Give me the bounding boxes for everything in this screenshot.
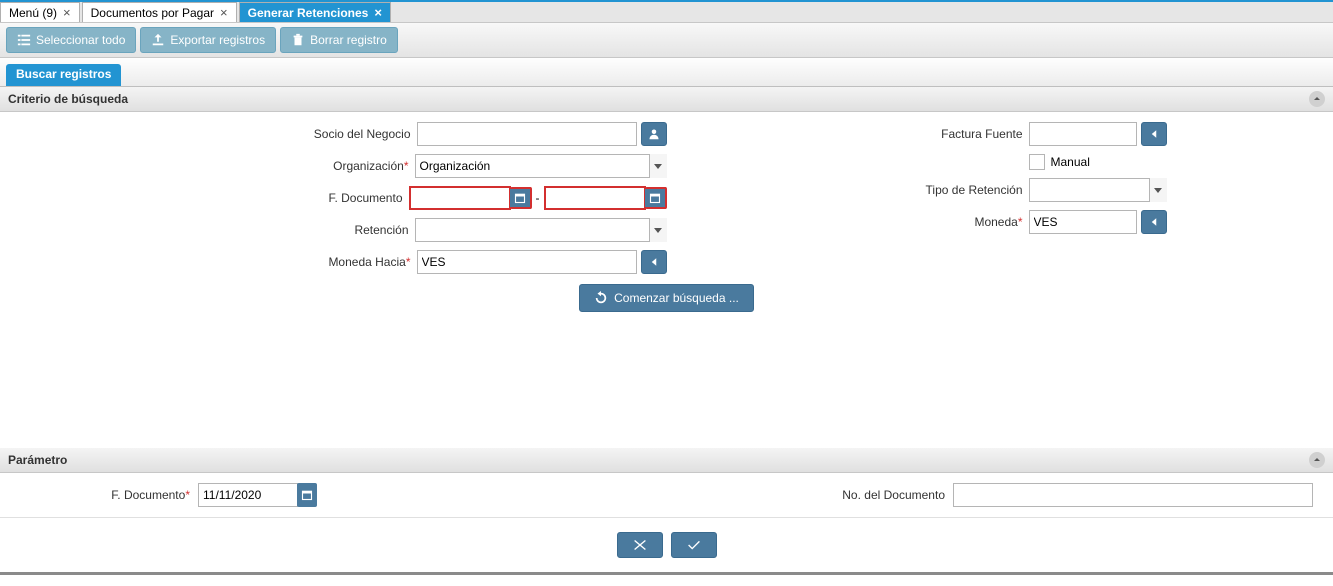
- chevron-down-icon[interactable]: [1149, 178, 1167, 202]
- close-icon[interactable]: ×: [63, 5, 71, 20]
- checkbox-label: Manual: [1051, 155, 1090, 169]
- retencion-combo[interactable]: [415, 218, 667, 242]
- cancel-button[interactable]: [617, 532, 663, 558]
- button-label: Comenzar búsqueda ...: [614, 291, 739, 305]
- button-label: Exportar registros: [170, 33, 265, 47]
- moneda-clear-button[interactable]: [1141, 210, 1167, 234]
- socio-input[interactable]: [417, 122, 637, 146]
- tab-documentos[interactable]: Documentos por Pagar ×: [82, 2, 237, 22]
- chevron-down-icon[interactable]: [649, 154, 667, 178]
- export-button[interactable]: Exportar registros: [140, 27, 276, 53]
- collapse-icon[interactable]: [1309, 452, 1325, 468]
- field-factura-fuente: Factura Fuente: [667, 122, 1167, 146]
- close-icon[interactable]: ×: [220, 5, 228, 20]
- field-label: Socio del Negocio: [281, 127, 411, 141]
- results-spacer: [0, 318, 1333, 448]
- organizacion-combo[interactable]: [415, 154, 667, 178]
- no-documento-input[interactable]: [953, 483, 1313, 507]
- field-label: Retención: [279, 223, 409, 237]
- chevron-down-icon[interactable]: [649, 218, 667, 242]
- tab-label: Generar Retenciones: [248, 6, 369, 20]
- delete-button[interactable]: Borrar registro: [280, 27, 398, 53]
- criteria-form: Socio del Negocio Organización* F. Docum…: [0, 112, 1333, 318]
- search-button[interactable]: Comenzar búsqueda ...: [579, 284, 754, 312]
- calendar-icon[interactable]: [645, 187, 667, 209]
- field-label: F. Documento*: [20, 488, 190, 502]
- field-label: No. del Documento: [842, 488, 945, 502]
- moneda-hacia-clear-button[interactable]: [641, 250, 667, 274]
- close-icon[interactable]: ×: [374, 5, 382, 20]
- tabs-bar: Menú (9) × Documentos por Pagar × Genera…: [0, 2, 1333, 23]
- tab-menu[interactable]: Menú (9) ×: [0, 2, 80, 22]
- manual-checkbox[interactable]: [1029, 154, 1045, 170]
- subtabs: Buscar registros: [0, 58, 1333, 87]
- refresh-icon: [1148, 216, 1160, 228]
- tab-label: Menú (9): [9, 6, 57, 20]
- field-tipo-retencion: Tipo de Retención: [667, 178, 1167, 202]
- check-icon: [685, 538, 703, 552]
- field-moneda: Moneda*: [667, 210, 1167, 234]
- field-label: Moneda Hacia*: [281, 255, 411, 269]
- field-organizacion: Organización*: [167, 154, 667, 178]
- param-fdoc-input[interactable]: [198, 483, 298, 507]
- button-label: Seleccionar todo: [36, 33, 125, 47]
- section-title: Parámetro: [8, 453, 67, 467]
- field-retencion: Retención: [167, 218, 667, 242]
- field-label: Moneda*: [893, 215, 1023, 229]
- factura-fuente-input[interactable]: [1029, 122, 1137, 146]
- calendar-icon[interactable]: [510, 187, 532, 209]
- factura-clear-button[interactable]: [1141, 122, 1167, 146]
- fdoc-from-input[interactable]: [409, 186, 511, 210]
- select-all-button[interactable]: Seleccionar todo: [6, 27, 136, 53]
- bottom-bar: [0, 517, 1333, 572]
- button-label: Borrar registro: [310, 33, 387, 47]
- field-fdocumento: F. Documento -: [167, 186, 667, 210]
- collapse-icon[interactable]: [1309, 91, 1325, 107]
- refresh-icon: [594, 291, 608, 305]
- parameter-row: F. Documento* No. del Documento: [0, 473, 1333, 517]
- field-label: Factura Fuente: [893, 127, 1023, 141]
- moneda-hacia-input[interactable]: [417, 250, 637, 274]
- trash-icon: [291, 33, 305, 47]
- close-icon: [631, 538, 649, 552]
- field-label: Organización*: [279, 159, 409, 173]
- socio-lookup-button[interactable]: [641, 122, 667, 146]
- field-label: F. Documento: [273, 191, 403, 205]
- list-icon: [17, 33, 31, 47]
- section-title: Criterio de búsqueda: [8, 92, 128, 106]
- refresh-icon: [1148, 128, 1160, 140]
- field-label: Tipo de Retención: [893, 183, 1023, 197]
- subtab-label: Buscar registros: [16, 67, 111, 81]
- field-moneda-hacia: Moneda Hacia*: [167, 250, 667, 274]
- parameter-section-header: Parámetro: [0, 448, 1333, 473]
- subtab-buscar[interactable]: Buscar registros: [6, 64, 121, 86]
- field-socio: Socio del Negocio: [167, 122, 667, 146]
- refresh-icon: [648, 256, 660, 268]
- tab-generar-retenciones[interactable]: Generar Retenciones ×: [239, 2, 391, 22]
- field-manual: Manual: [1029, 154, 1167, 170]
- user-icon: [648, 128, 660, 140]
- criteria-section-header: Criterio de búsqueda: [0, 87, 1333, 112]
- upload-icon: [151, 33, 165, 47]
- fdoc-to-input[interactable]: [544, 186, 646, 210]
- toolbar: Seleccionar todo Exportar registros Borr…: [0, 23, 1333, 58]
- ok-button[interactable]: [671, 532, 717, 558]
- tipo-retencion-combo[interactable]: [1029, 178, 1167, 202]
- moneda-input[interactable]: [1029, 210, 1137, 234]
- tab-label: Documentos por Pagar: [91, 6, 214, 20]
- date-sep: -: [534, 191, 542, 205]
- calendar-icon[interactable]: [297, 483, 317, 507]
